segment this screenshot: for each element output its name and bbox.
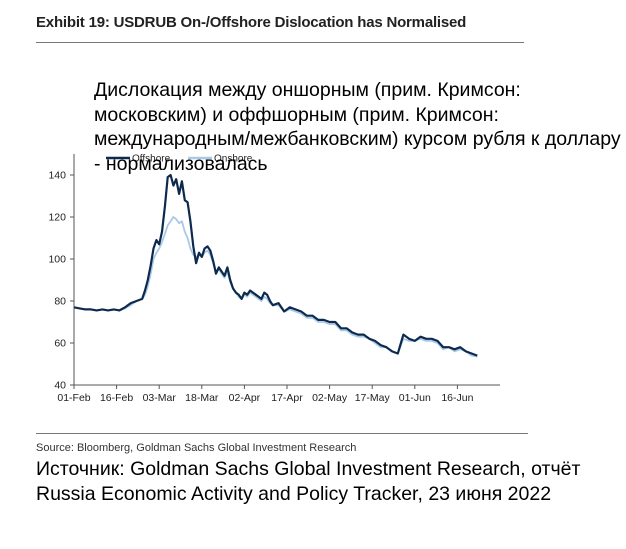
overlay-caption: Дислокация между оншорным (прим. Кримсон… bbox=[94, 79, 621, 175]
x-tick-label: 03-Mar bbox=[143, 392, 177, 404]
x-tick-label: 17-Apr bbox=[271, 392, 303, 404]
y-tick-label: 120 bbox=[48, 212, 66, 224]
source-divider bbox=[36, 433, 528, 434]
x-tick-label: 02-May bbox=[312, 392, 348, 404]
x-tick-label: 18-Mar bbox=[185, 392, 219, 404]
x-tick-label: 01-Jun bbox=[399, 392, 431, 404]
series-line-offshore bbox=[73, 173, 478, 357]
x-tick-label: 01-Feb bbox=[57, 392, 90, 404]
chart-series bbox=[73, 173, 478, 358]
x-tick-label: 16-Jun bbox=[441, 392, 473, 404]
legend-label-onshore: Onshore bbox=[214, 154, 253, 165]
x-tick-label: 17-May bbox=[355, 392, 391, 404]
y-tick-label: 80 bbox=[54, 296, 66, 308]
y-tick-label: 40 bbox=[54, 380, 66, 392]
chart-legend: Offshore Onshore bbox=[106, 154, 253, 165]
x-tick-label: 16-Feb bbox=[100, 392, 133, 404]
x-tick-label: 02-Apr bbox=[229, 392, 261, 404]
y-tick-label: 140 bbox=[48, 170, 66, 182]
y-tick-label: 100 bbox=[48, 254, 66, 266]
exhibit-title: Exhibit 19: USDRUB On-/Offshore Dislocat… bbox=[36, 14, 467, 31]
y-tick-label: 60 bbox=[54, 338, 66, 350]
chart-axes: 40 60 80 100 120 140 01-Feb 16-Feb 03-Mar 18-Mar 0… bbox=[48, 154, 500, 404]
source-note: Source: Bloomberg, Goldman Sachs Global … bbox=[36, 442, 357, 454]
source-caption: Источник: Goldman Sachs Global Investmen… bbox=[36, 458, 581, 505]
title-divider bbox=[36, 42, 524, 43]
series-line-onshore bbox=[73, 216, 478, 358]
legend-label-offshore: Offshore bbox=[132, 154, 171, 165]
